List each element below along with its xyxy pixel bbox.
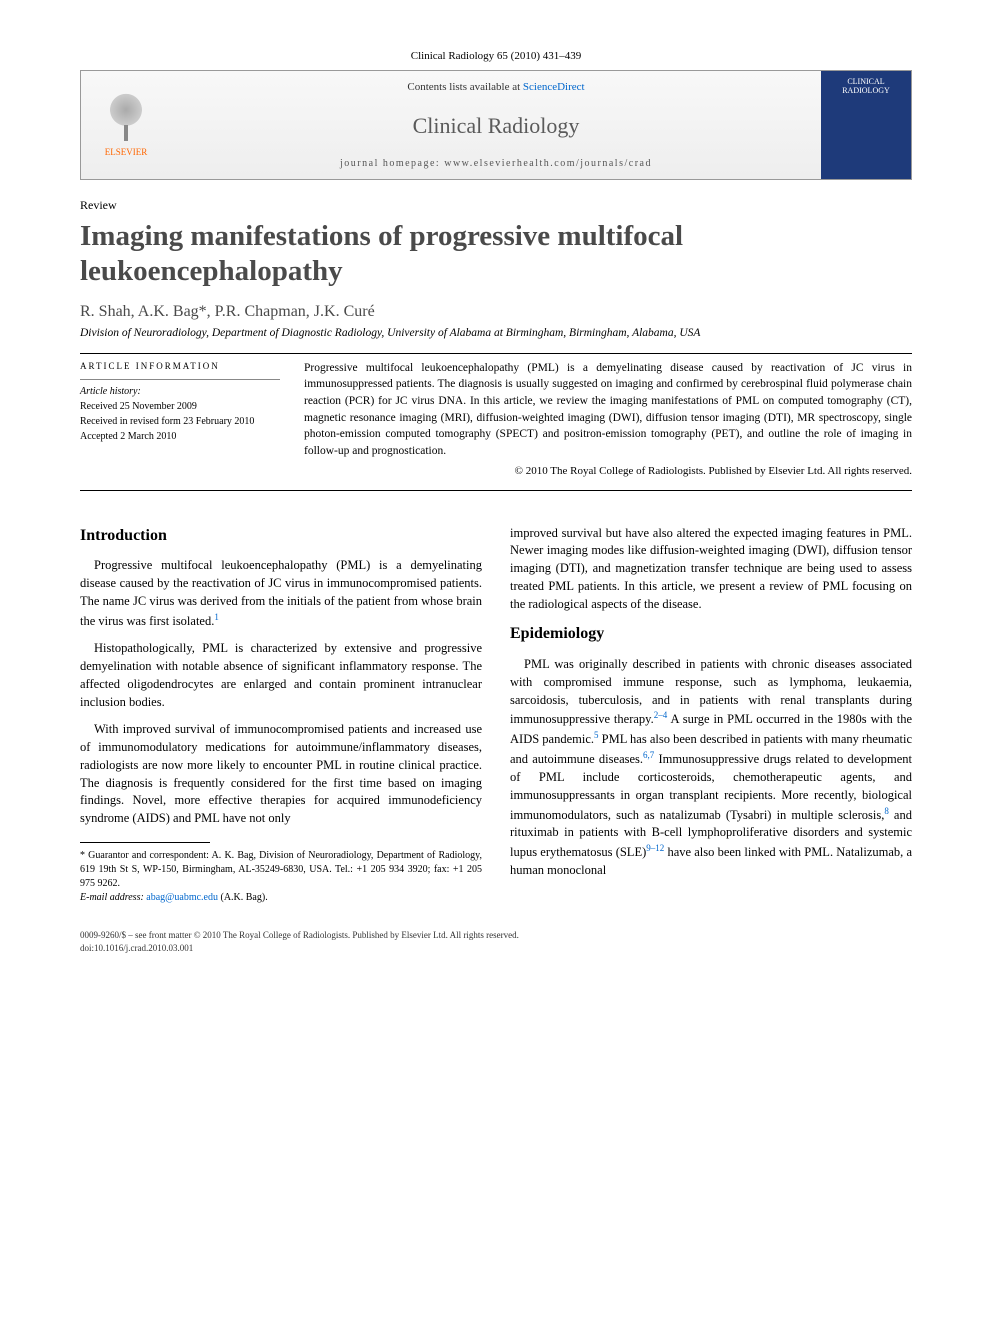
affiliation: Division of Neuroradiology, Department o… [80,327,912,339]
email-link[interactable]: abag@uabmc.edu [146,892,218,903]
footer-line-1: 0009-9260/$ – see front matter © 2010 Th… [80,929,912,942]
page-footer: 0009-9260/$ – see front matter © 2010 Th… [80,929,912,954]
authors: R. Shah, A.K. Bag*, P.R. Chapman, J.K. C… [80,303,912,321]
divider [80,353,912,354]
epi-heading: Epidemiology [510,623,912,646]
journal-cover-thumb: CLINICAL RADIOLOGY [821,71,911,179]
footer-doi: doi:10.1016/j.crad.2010.03.001 [80,942,912,955]
ref-sup[interactable]: 1 [214,612,219,622]
journal-citation: Clinical Radiology 65 (2010) 431–439 [80,50,912,62]
abstract-block: Progressive multifocal leukoencephalopat… [304,360,912,480]
ref-sup[interactable]: 9–12 [646,843,664,853]
sciencedirect-link[interactable]: ScienceDirect [523,81,585,93]
abstract-copyright: © 2010 The Royal College of Radiologists… [304,464,912,480]
article-title: Imaging manifestations of progressive mu… [80,219,912,289]
elsevier-tree-icon [102,93,150,141]
homepage-url[interactable]: www.elsevierhealth.com/journals/crad [444,158,652,169]
publisher-logo-block: ELSEVIER [81,71,171,179]
corresponding-author-footnote: * Guarantor and correspondent: A. K. Bag… [80,849,482,905]
footnote-separator [80,842,210,843]
history-accepted: Accepted 2 March 2010 [80,429,280,444]
abstract-text: Progressive multifocal leukoencephalopat… [304,360,912,460]
email-suffix: (A.K. Bag). [218,892,268,903]
info-abstract-row: ARTICLE INFORMATION Article history: Rec… [80,360,912,480]
banner-center: Contents lists available at ScienceDirec… [171,71,821,179]
col2-continuation: improved survival but have also altered … [510,525,912,614]
contents-line: Contents lists available at ScienceDirec… [179,81,813,93]
body-columns: Introduction Progressive multifocal leuk… [80,525,912,905]
intro-para-2: Histopathologically, PML is characterize… [80,640,482,711]
contents-prefix: Contents lists available at [407,81,522,93]
footnote-email-line: E-mail address: abag@uabmc.edu (A.K. Bag… [80,891,482,905]
ref-sup[interactable]: 6,7 [643,750,654,760]
article-info-block: ARTICLE INFORMATION Article history: Rec… [80,360,280,480]
journal-name: Clinical Radiology [179,113,813,139]
epi-para-1: PML was originally described in patients… [510,656,912,880]
article-info-heading: ARTICLE INFORMATION [80,360,280,374]
homepage-prefix: journal homepage: [340,158,444,169]
intro-para-3: With improved survival of immunocompromi… [80,721,482,828]
intro-heading: Introduction [80,525,482,548]
cover-label: CLINICAL RADIOLOGY [827,77,905,95]
footnote-text: * Guarantor and correspondent: A. K. Bag… [80,849,482,891]
history-revised: Received in revised form 23 February 201… [80,414,280,429]
column-left: Introduction Progressive multifocal leuk… [80,525,482,905]
divider [80,379,280,380]
article-type: Review [80,198,912,213]
intro-para-1: Progressive multifocal leukoencephalopat… [80,557,482,630]
journal-homepage: journal homepage: www.elsevierhealth.com… [179,158,813,169]
history-received: Received 25 November 2009 [80,399,280,414]
history-heading: Article history: [80,384,280,399]
journal-banner: ELSEVIER Contents lists available at Sci… [80,70,912,180]
email-label: E-mail address: [80,892,146,903]
column-right: improved survival but have also altered … [510,525,912,905]
divider [80,490,912,491]
ref-sup[interactable]: 2–4 [654,710,668,720]
publisher-name: ELSEVIER [105,147,148,157]
